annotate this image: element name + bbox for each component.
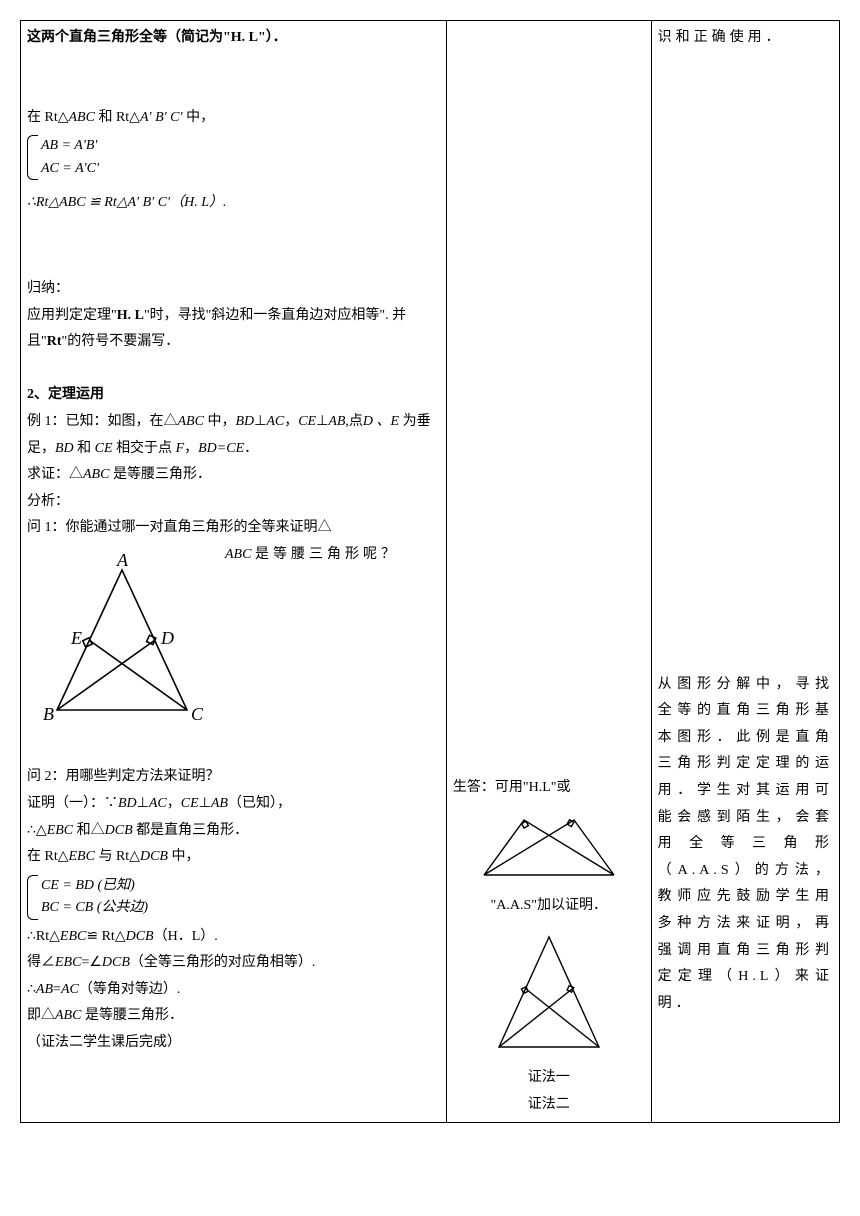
analysis-label: 分析： (27, 489, 440, 516)
brace-equations-1: AB = A'B' AC = A'C' (27, 135, 99, 180)
section-2-title: 2、定理运用 (27, 382, 440, 409)
proof-1-abac: ∴AB=AC（等角对等边）. (27, 977, 440, 1004)
svg-text:A: A (116, 550, 129, 570)
therefore-congruent: ∴Rt△ABC ≌ Rt△A′ B′ C′（H. L）. (27, 190, 440, 217)
brace-equations-2: CE = BD (已知) BC = CB (公共边) (27, 875, 148, 920)
question-2: 问 2：用哪些判定方法来证明？ (27, 764, 440, 791)
svg-text:B: B (43, 704, 54, 724)
lesson-table: 这两个直角三角形全等（简记为"H. L"）． 在 Rt△ABC 和 Rt△A′ … (20, 20, 840, 1123)
proof-1-in: 在 Rt△EBC 与 Rt△DCB 中， (27, 844, 440, 871)
proof-1-line2: ∴△EBC 和△DCB 都是直角三角形． (27, 818, 440, 845)
triangle-diagram-small-2 (484, 927, 614, 1057)
method-2-label: 证法二 (453, 1092, 645, 1119)
proof-setup: 在 Rt△ABC 和 Rt△A′ B′ C′ 中， (27, 105, 440, 132)
column-1: 这两个直角三角形全等（简记为"H. L"）． 在 Rt△ABC 和 Rt△A′ … (21, 21, 447, 1123)
proof-1-angle: 得∠EBC=∠DCB（全等三角形的对应角相等）. (27, 950, 440, 977)
student-answer: 生答：可用"H.L"或 (453, 775, 645, 802)
header-bold: 这两个直角三角形全等（简记为"H. L"）． (27, 30, 287, 45)
col3-top: 识和正确使用． (658, 25, 833, 52)
aas-text: "A.A.S"加以证明． (453, 893, 645, 920)
example-1: 例 1：已知：如图，在△ABC 中，BD⊥AC，CE⊥AB,点D 、E 为垂足，… (27, 409, 440, 462)
triangle-diagram-small-1 (474, 810, 624, 885)
guina-label: 归纳： (27, 276, 440, 303)
method-1-label: 证法一 (453, 1065, 645, 1092)
question-1-tail: ABC 是等腰三角形呢？ (217, 542, 440, 738)
svg-text:C: C (191, 704, 204, 724)
column-3: 识和正确使用． 从图形分解中，寻找全等的直角三角形基本图形．此例是直角三角形判定… (651, 21, 839, 1123)
svg-text:D: D (160, 628, 174, 648)
triangle-diagram-main: A E D B C (27, 550, 217, 730)
guina-text: 应用判定定理"H. L"时，寻找"斜边和一条直角边对应相等". 并且"Rt"的符… (27, 303, 440, 356)
svg-text:E: E (70, 628, 82, 648)
proof-1-conclusion: 即△ABC 是等腰三角形． (27, 1003, 440, 1030)
col3-bottom: 从图形分解中，寻找全等的直角三角形基本图形．此例是直角三角形判定定理的运用．学生… (658, 672, 833, 1018)
column-2: 生答：可用"H.L"或 "A.A.S"加以证明． 证法一 证法二 (446, 21, 651, 1123)
proof-1-therefore: ∴Rt△EBC≌ Rt△DCB（H．L）. (27, 924, 440, 951)
proof-1-note: （证法二学生课后完成） (27, 1030, 440, 1057)
question-1: 问 1：你能通过哪一对直角三角形的全等来证明△ (27, 515, 332, 542)
prove-statement: 求证：△ABC 是等腰三角形． (27, 462, 440, 489)
proof-1-line1: 证明（一）：∵BD⊥AC，CE⊥AB（已知）， (27, 791, 440, 818)
